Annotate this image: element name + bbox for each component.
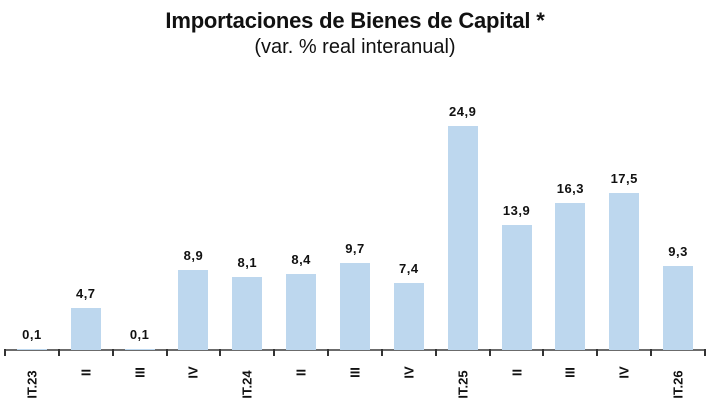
x-axis-label: II [509, 368, 525, 377]
chart-subtitle: (var. % real interanual) [254, 36, 456, 58]
bar-value-label: 4,7 [75, 285, 96, 301]
bar [393, 283, 424, 350]
x-axis-label: III [132, 367, 148, 378]
x-axis-label: II [78, 368, 94, 377]
bar [70, 307, 101, 350]
x-axis-tick [434, 349, 437, 356]
bar-value-label: 8,4 [291, 252, 311, 268]
x-axis-tick [57, 349, 60, 356]
x-axis-label: II [293, 368, 309, 377]
bar [609, 192, 640, 350]
bar-value-label: 7,4 [399, 261, 419, 277]
bar-value-label: 9,3 [668, 244, 688, 260]
bar [286, 274, 317, 350]
x-axis-tick [704, 349, 706, 356]
x-axis-tick [650, 349, 653, 356]
bar-value-label: 24,9 [449, 103, 477, 119]
x-axis-tick [542, 349, 545, 356]
bar-value-label: 17,5 [610, 170, 638, 186]
bar [501, 224, 532, 350]
x-axis-tick [165, 349, 168, 356]
bar-value-label: 16,3 [556, 181, 585, 197]
x-axis-label: IT.23 [24, 370, 40, 399]
bar [124, 348, 155, 350]
x-axis-label: IT.25 [455, 370, 471, 399]
bar [555, 203, 586, 350]
x-axis-label: III [347, 367, 363, 378]
x-axis-tick [488, 349, 491, 356]
bar-value-label: 0,1 [129, 326, 150, 342]
bar [232, 277, 263, 350]
x-axis-tick [219, 349, 222, 356]
bar [663, 266, 694, 350]
x-axis-label: IT.26 [670, 370, 686, 399]
x-axis-tick [111, 349, 114, 356]
bar-value-label: 8,1 [237, 255, 258, 271]
bar-value-label: 0,1 [22, 326, 42, 342]
bar-value-label: 9,7 [345, 240, 365, 256]
x-axis-tick [380, 349, 383, 356]
bar-value-label: 8,9 [183, 247, 204, 263]
x-axis-label: IV [185, 366, 201, 379]
x-axis-label: IV [616, 366, 632, 379]
x-axis-label: IV [401, 366, 417, 379]
x-axis-label: III [562, 367, 578, 378]
x-axis-label: IT.24 [239, 370, 255, 399]
x-axis-line [5, 349, 705, 351]
x-axis-tick [327, 349, 330, 356]
chart-title: Importaciones de Bienes de Capital * [165, 8, 545, 33]
bar [447, 125, 478, 350]
bar [178, 269, 209, 350]
bar [340, 262, 370, 350]
x-axis-tick [273, 349, 276, 356]
bar [16, 348, 47, 350]
x-axis-tick [596, 349, 599, 356]
x-axis-tick [4, 349, 6, 356]
bar-value-label: 13,9 [502, 202, 531, 218]
